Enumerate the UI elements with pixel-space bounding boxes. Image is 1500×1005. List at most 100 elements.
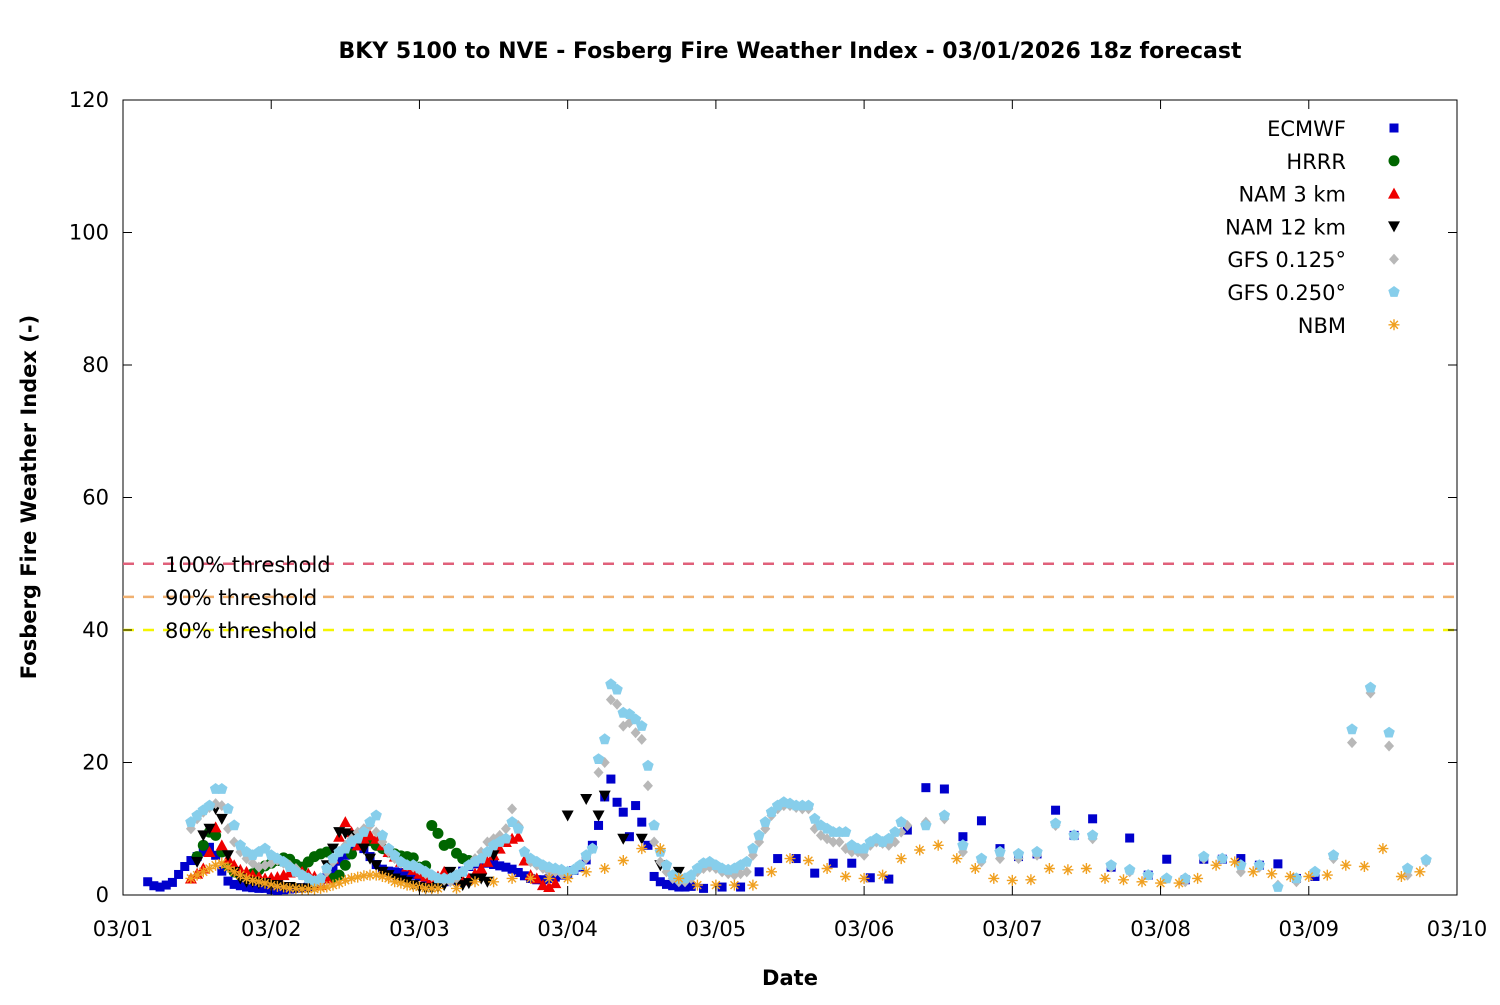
data-point <box>655 877 665 887</box>
data-point <box>1229 856 1241 868</box>
data-point <box>315 882 327 894</box>
data-point <box>210 829 222 841</box>
data-point <box>223 876 233 886</box>
data-point <box>203 845 216 857</box>
data-point <box>951 853 963 865</box>
data-point <box>1358 861 1370 872</box>
data-point <box>216 857 228 869</box>
data-point <box>161 880 171 890</box>
data-point <box>1088 814 1098 824</box>
data-point <box>1401 862 1414 874</box>
data-point <box>562 872 574 884</box>
data-point <box>167 877 177 887</box>
data-point <box>364 869 376 881</box>
data-point <box>506 816 518 827</box>
data-point <box>390 867 400 877</box>
data-point <box>654 843 666 855</box>
data-point <box>340 850 350 860</box>
data-point <box>636 733 647 745</box>
data-point <box>736 882 746 892</box>
data-point <box>389 849 401 861</box>
data-point <box>234 869 246 881</box>
data-point <box>594 820 604 830</box>
data-point <box>396 867 406 877</box>
data-point <box>1414 866 1426 878</box>
data-point <box>143 877 153 887</box>
data-point <box>215 839 228 851</box>
y-axis-label: Fosberg Fire Weather Index (-) <box>17 315 41 679</box>
data-point <box>586 842 599 854</box>
x-tick-label: 03/09 <box>1279 917 1340 941</box>
data-point <box>976 816 986 826</box>
data-point <box>364 829 377 841</box>
data-point <box>211 850 221 860</box>
data-point <box>865 873 875 883</box>
data-point <box>191 869 203 881</box>
x-tick-label: 03/04 <box>537 917 598 941</box>
data-point <box>451 882 462 894</box>
data-point <box>1346 723 1358 735</box>
data-point <box>469 876 481 888</box>
series-group <box>185 839 1426 895</box>
data-point <box>921 783 931 793</box>
data-point <box>747 879 759 891</box>
data-point <box>383 872 395 884</box>
x-tick-label: 03/05 <box>686 917 747 941</box>
data-point <box>197 839 209 851</box>
data-point <box>754 867 764 877</box>
data-point <box>958 832 968 842</box>
data-point <box>209 821 222 833</box>
data-point <box>1364 681 1377 693</box>
legend-label: NAM 12 km <box>1225 215 1346 239</box>
data-point <box>828 858 838 868</box>
data-point <box>635 833 648 845</box>
data-point <box>235 881 245 891</box>
x-tick-label: 03/02 <box>241 917 302 941</box>
data-point <box>1383 726 1395 738</box>
data-point <box>1210 859 1222 871</box>
x-axis-label: Date <box>762 966 818 990</box>
data-point <box>914 844 926 856</box>
data-point <box>376 871 388 882</box>
data-point <box>969 863 981 874</box>
data-point <box>1216 852 1228 864</box>
data-point <box>488 876 500 888</box>
data-point <box>241 872 252 884</box>
data-point <box>649 871 659 881</box>
data-point <box>284 882 296 894</box>
data-point <box>1086 829 1099 841</box>
legend-marker <box>1388 187 1400 199</box>
data-point <box>247 874 259 886</box>
data-point <box>326 843 339 855</box>
legend-marker <box>1388 319 1400 331</box>
data-point <box>198 847 208 857</box>
data-point <box>957 839 969 851</box>
data-point <box>672 866 685 878</box>
data-point <box>489 860 499 870</box>
data-point <box>328 865 338 875</box>
data-point <box>637 817 647 827</box>
data-point <box>802 799 815 811</box>
data-point <box>580 793 593 805</box>
data-point <box>809 812 821 824</box>
data-point <box>741 855 753 867</box>
data-point <box>895 853 907 865</box>
data-point <box>618 807 628 817</box>
data-point <box>346 872 357 884</box>
data-point <box>1080 863 1092 874</box>
data-point <box>920 819 932 831</box>
data-point <box>629 713 642 725</box>
data-point <box>1247 866 1259 878</box>
data-point <box>543 872 555 884</box>
data-point <box>180 862 190 872</box>
legend-marker <box>1389 253 1399 265</box>
data-point <box>382 842 395 854</box>
data-point <box>402 869 412 879</box>
data-point <box>309 883 320 895</box>
data-point <box>370 869 382 881</box>
data-point <box>593 766 604 778</box>
data-point <box>1043 863 1055 874</box>
legend-marker <box>1388 155 1400 167</box>
data-point <box>432 882 444 894</box>
